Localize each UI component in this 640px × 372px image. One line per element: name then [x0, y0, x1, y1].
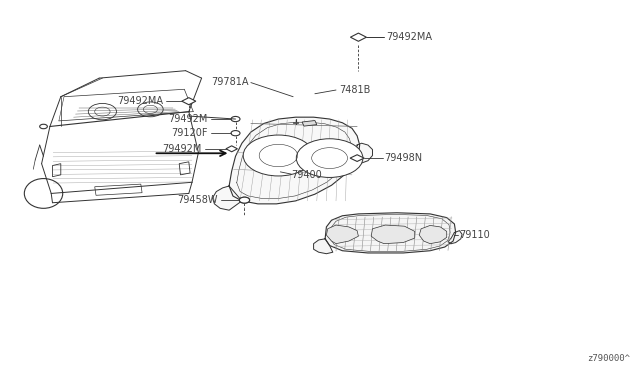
Text: 79492MA: 79492MA	[386, 32, 432, 42]
Circle shape	[239, 197, 250, 203]
Text: 79492M: 79492M	[168, 114, 208, 124]
Text: 79400: 79400	[291, 170, 322, 180]
Circle shape	[239, 197, 250, 203]
Polygon shape	[350, 155, 364, 161]
Text: 79498N: 79498N	[384, 153, 422, 163]
Polygon shape	[353, 143, 372, 164]
Polygon shape	[302, 121, 317, 126]
Circle shape	[231, 116, 240, 122]
Circle shape	[231, 131, 240, 136]
Polygon shape	[182, 98, 196, 105]
Polygon shape	[226, 146, 237, 152]
Circle shape	[296, 139, 363, 177]
Polygon shape	[351, 33, 366, 41]
Polygon shape	[212, 186, 242, 210]
Polygon shape	[448, 231, 462, 244]
Polygon shape	[229, 117, 360, 204]
Text: 79120F: 79120F	[172, 128, 208, 138]
Text: 79492M: 79492M	[162, 144, 202, 154]
Polygon shape	[326, 225, 358, 244]
Polygon shape	[325, 213, 456, 253]
Text: 79458W: 79458W	[177, 195, 218, 205]
Text: 79781A: 79781A	[211, 77, 248, 87]
Polygon shape	[314, 239, 333, 254]
Polygon shape	[371, 225, 415, 244]
Text: z790000^: z790000^	[588, 354, 630, 363]
Text: 79110: 79110	[460, 230, 490, 240]
Polygon shape	[419, 225, 447, 244]
Text: 7481B: 7481B	[339, 85, 371, 95]
Polygon shape	[293, 122, 298, 123]
Circle shape	[40, 124, 47, 129]
Circle shape	[243, 135, 314, 176]
Text: 79492MA: 79492MA	[117, 96, 163, 106]
